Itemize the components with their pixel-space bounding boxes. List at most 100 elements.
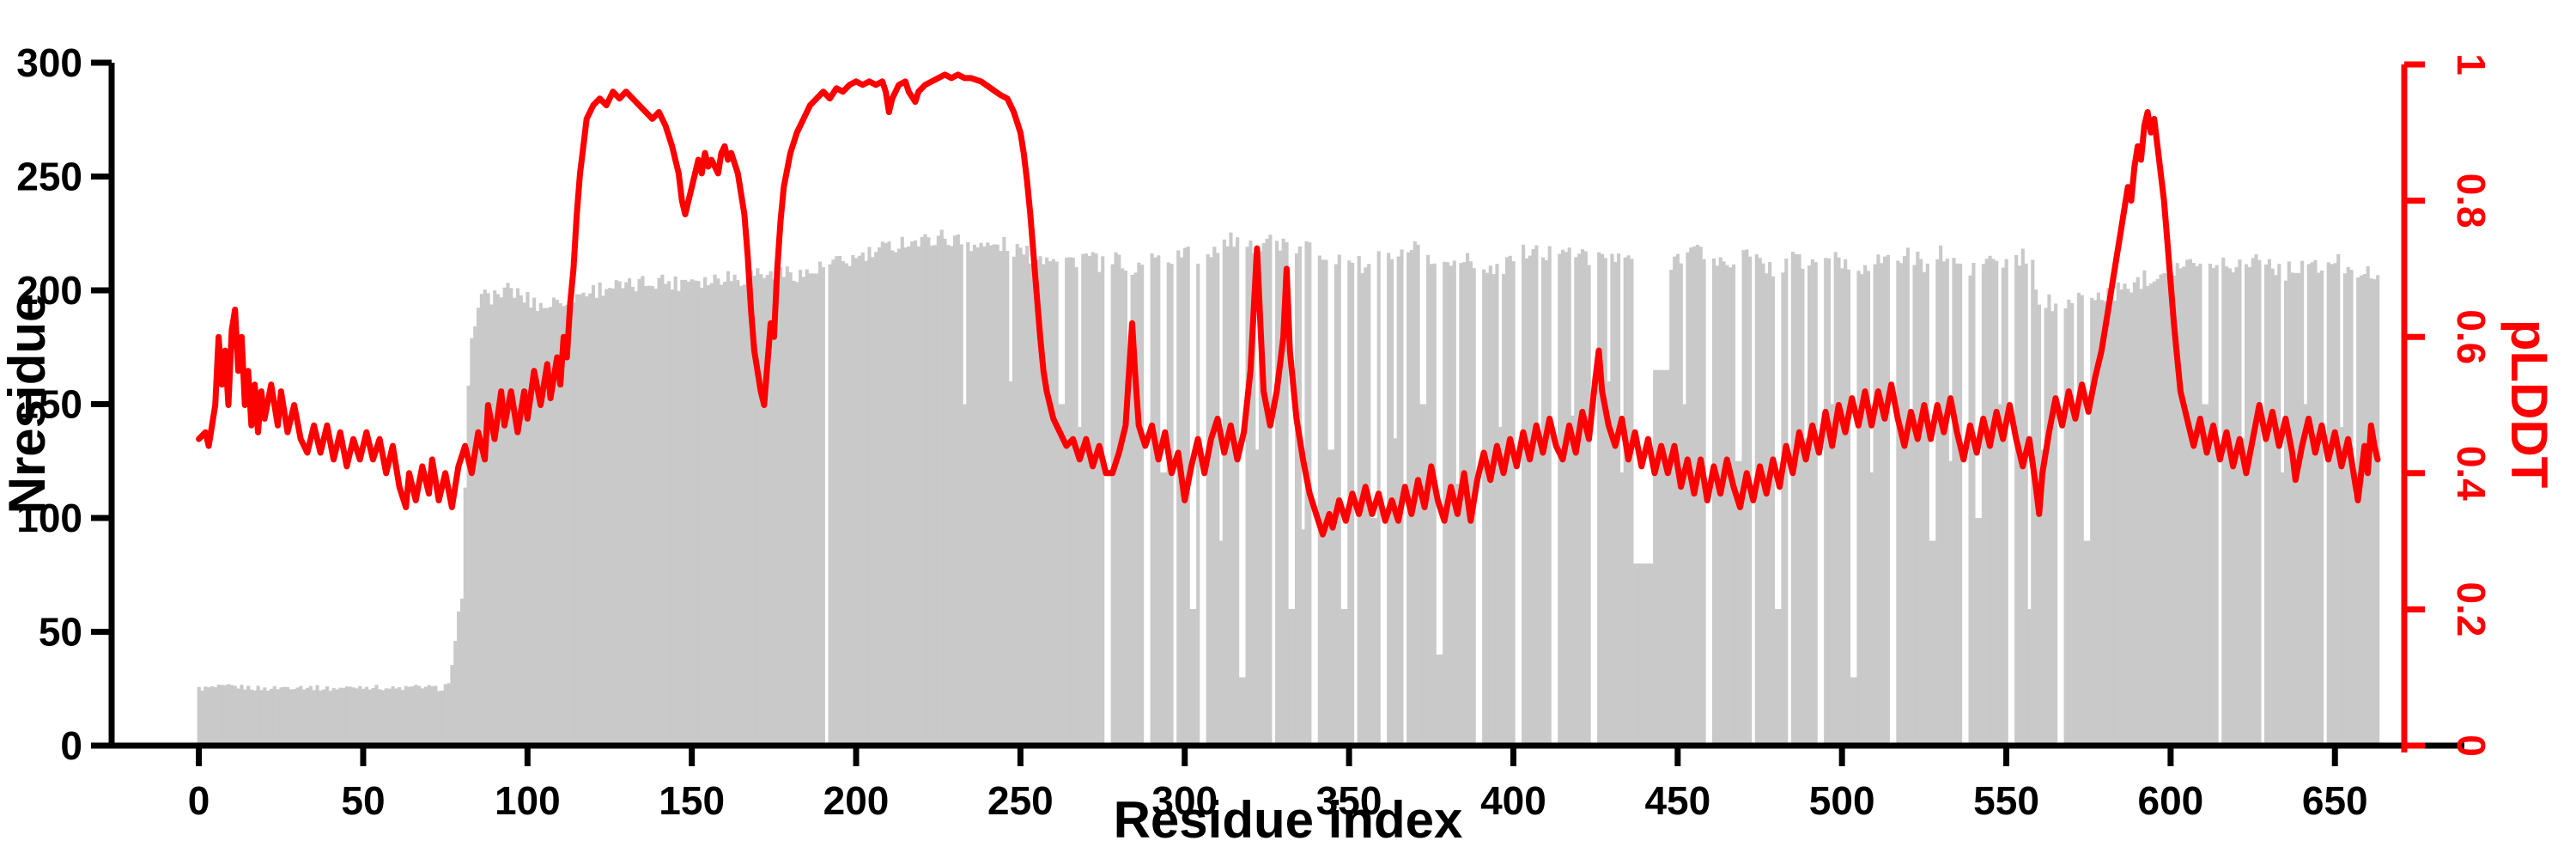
bar (1502, 274, 1506, 746)
bar (1462, 262, 1467, 746)
bar (427, 685, 431, 746)
bar (1702, 259, 1706, 746)
right-tick-label: 0.8 (2449, 174, 2494, 228)
bar (844, 263, 848, 746)
bar (2317, 272, 2321, 746)
bar (2129, 292, 2134, 746)
bar (2037, 304, 2042, 746)
bar (630, 286, 635, 746)
bar (848, 265, 852, 746)
bar (2336, 253, 2341, 746)
bar (693, 280, 697, 746)
bar (2283, 280, 2288, 746)
bar (792, 280, 796, 746)
bar (585, 296, 589, 746)
left-tick-label: 150 (16, 382, 82, 427)
bar (2221, 257, 2226, 746)
bar (562, 306, 566, 746)
bar (605, 289, 609, 746)
bar (2366, 266, 2370, 746)
bar (2152, 281, 2156, 746)
bar (1715, 265, 1719, 746)
bar (1880, 263, 1884, 746)
bar (1166, 262, 1170, 746)
bar (1218, 540, 1224, 746)
bar (992, 244, 996, 746)
bar (2155, 278, 2160, 746)
bar (1242, 677, 1246, 746)
bar (2251, 258, 2255, 746)
bar (328, 691, 332, 746)
bar (207, 687, 211, 746)
bar (535, 311, 540, 746)
bar (1216, 253, 1220, 746)
bar (1078, 427, 1082, 746)
x-tick-label: 50 (341, 778, 385, 823)
bar (2087, 540, 2091, 746)
right-tick-label: 0.6 (2449, 309, 2494, 364)
bar (2175, 263, 2179, 746)
bar (1038, 256, 1042, 746)
bar (1344, 609, 1348, 746)
bar (2159, 274, 2163, 746)
bar (2303, 404, 2308, 746)
bar (197, 686, 201, 746)
bar (650, 286, 654, 746)
bar (1991, 259, 1996, 746)
bar (279, 687, 283, 746)
bar (801, 277, 806, 746)
bar (914, 240, 918, 746)
bar (2247, 266, 2251, 746)
bar (1824, 258, 1828, 746)
bar (1784, 258, 1789, 746)
bar (811, 273, 816, 746)
bar (2168, 270, 2173, 746)
bar (1229, 232, 1233, 746)
bar (608, 288, 612, 746)
bar (1042, 264, 1046, 746)
bar (910, 241, 914, 746)
bar (986, 242, 990, 746)
bar (1899, 263, 1904, 746)
bar (2227, 268, 2232, 746)
bar (1274, 241, 1279, 746)
bar (1735, 460, 1739, 746)
bar (1912, 265, 1917, 746)
bar (2191, 263, 2196, 746)
bar (348, 686, 352, 746)
bar (581, 292, 586, 746)
bar (765, 275, 769, 746)
bar (1810, 259, 1814, 746)
bar (1495, 264, 1499, 746)
bar (295, 687, 300, 746)
bar (2339, 427, 2344, 746)
bar (457, 611, 461, 746)
bar (933, 245, 938, 746)
bar (391, 686, 395, 746)
bar (2362, 273, 2366, 746)
bar (2211, 268, 2215, 746)
bar (1331, 449, 1335, 746)
bar (489, 304, 494, 746)
bar (732, 274, 737, 746)
bar (299, 685, 303, 746)
bar (1327, 449, 1332, 746)
bar (1137, 262, 1141, 746)
bar (2353, 495, 2357, 746)
bar (903, 247, 908, 746)
bar (529, 308, 533, 746)
bar (1959, 263, 1963, 746)
bar (1905, 247, 1910, 746)
bar (1856, 271, 1861, 746)
bar (2254, 254, 2258, 746)
bar (720, 284, 724, 746)
bar (2014, 254, 2019, 746)
bar (1370, 518, 1375, 746)
bar (1258, 251, 1262, 746)
bar (325, 686, 330, 746)
bar (1955, 263, 1959, 746)
bar (276, 689, 280, 746)
bar (398, 687, 402, 746)
bar (506, 283, 510, 746)
